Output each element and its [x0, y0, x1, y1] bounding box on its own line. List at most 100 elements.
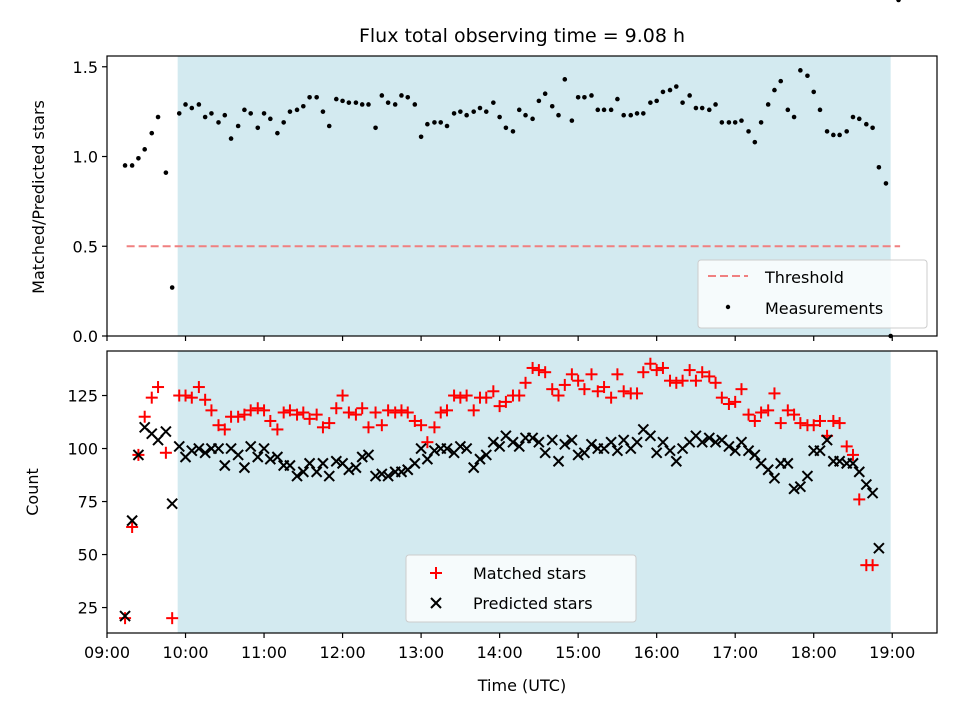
- matched-star-point: [369, 406, 382, 419]
- bottom-y-tick-label: 125: [67, 387, 98, 406]
- measurement-point: [301, 103, 306, 109]
- measurement-point: [706, 107, 712, 113]
- top-legend-box: [697, 259, 928, 329]
- matched-star-point: [415, 419, 428, 432]
- predicted-star-point: [749, 449, 761, 461]
- bottom-y-axis-label: Count: [23, 468, 42, 516]
- measurement-point: [556, 112, 561, 118]
- measurement-point: [385, 100, 391, 105]
- predicted-star-point: [244, 440, 257, 453]
- measurement-point: [824, 129, 830, 134]
- measurement-point: [340, 98, 345, 104]
- matched-star-point: [480, 391, 493, 404]
- matched-star-point: [656, 361, 669, 374]
- matched-star-point: [833, 417, 846, 430]
- matched-star-point: [689, 374, 702, 387]
- predicted-star-point: [441, 442, 453, 455]
- top-plot-frame: [106, 55, 938, 337]
- measurement-point: [222, 112, 228, 118]
- measurement-point: [392, 102, 398, 107]
- measurement-point: [471, 109, 477, 114]
- predicted-star-point: [814, 444, 826, 457]
- matched-star-point: [119, 612, 132, 625]
- predicted-star-point: [873, 542, 885, 554]
- bottom-x-tick-label: 15:00: [555, 643, 601, 662]
- matched-star-point: [205, 404, 218, 417]
- predicted-star-point: [415, 442, 427, 455]
- matched-star-point: [467, 404, 480, 417]
- measurement-point: [497, 114, 502, 120]
- matched-star-point: [703, 370, 716, 383]
- matched-star-point: [192, 381, 205, 394]
- predicted-star-point: [860, 478, 873, 491]
- bottom-y-tick-label: 50: [78, 546, 98, 565]
- matched-star-point: [696, 366, 709, 379]
- predicted-star-point: [323, 470, 335, 482]
- predicted-star-point: [350, 461, 362, 474]
- measurement-point: [155, 114, 161, 120]
- measurement-point: [275, 130, 280, 136]
- top-y-tick-label: 0.5: [73, 237, 98, 256]
- measurement-point: [562, 77, 568, 82]
- matched-star-point: [199, 393, 212, 406]
- measurement-point: [876, 164, 882, 170]
- bottom-x-tick-label: 17:00: [712, 643, 758, 662]
- matched-star-point: [853, 493, 866, 506]
- predicted-star-point: [762, 464, 774, 476]
- matched-star-point: [441, 404, 454, 417]
- measurement-point: [425, 121, 430, 127]
- predicted-star-point: [356, 451, 368, 463]
- predicted-star-point: [650, 447, 663, 459]
- predicted-star-point: [330, 455, 342, 467]
- measurement-point: [732, 120, 738, 125]
- matched-star-point: [460, 389, 473, 402]
- measurement-point: [837, 132, 842, 138]
- measurement-point: [287, 109, 293, 114]
- matched-star-point: [152, 381, 165, 394]
- measurement-point: [320, 109, 326, 114]
- measurement-point: [883, 181, 889, 186]
- predicted-star-point: [533, 436, 545, 448]
- matched-star-point: [283, 404, 296, 417]
- predicted-star-point: [252, 451, 264, 463]
- bottom-y-axis: 25 50 75 100 125: [67, 387, 107, 618]
- predicted-star-point: [468, 461, 480, 474]
- predicted-star-point: [173, 440, 185, 453]
- matched-star-point: [258, 404, 271, 417]
- measurement-point: [503, 125, 509, 131]
- predicted-star-point: [199, 447, 211, 459]
- measurement-point: [648, 100, 653, 105]
- measurement-point: [713, 102, 718, 107]
- measurement-point: [817, 107, 823, 113]
- matched-star-point: [676, 374, 689, 387]
- measurement-point: [575, 94, 581, 100]
- matched-star-point: [526, 361, 539, 374]
- measurement-point: [510, 129, 516, 134]
- predicted-star-point: [559, 438, 571, 451]
- bottom-legend: Matched stars Predicted stars: [405, 554, 637, 623]
- matched-star-point: [755, 406, 768, 419]
- predicted-star-point: [369, 470, 382, 482]
- measurement-point: [418, 134, 424, 140]
- matched-star-point: [813, 414, 826, 427]
- measurement-point: [346, 100, 352, 105]
- matched-star-point: [565, 368, 578, 381]
- measurement-point: [458, 109, 463, 114]
- predicted-legend-swatch: [430, 597, 442, 609]
- matched-star-point: [375, 419, 388, 432]
- chart-title: Flux total observing time = 9.08 h: [359, 25, 685, 47]
- measurement-point: [660, 89, 666, 95]
- measurement-point: [778, 78, 784, 84]
- predicted-star-point: [258, 442, 270, 455]
- top-y-axis: 0.0 0.5 1.0 1.5: [73, 58, 107, 346]
- measurement-point: [209, 111, 214, 116]
- measurement-point: [169, 285, 175, 290]
- predicted-star-point: [631, 436, 643, 448]
- matched-star-point: [382, 404, 395, 417]
- matched-star-point: [362, 421, 375, 434]
- measurement-point: [176, 111, 182, 116]
- measurement-point: [129, 163, 135, 168]
- measurement-point: [856, 116, 862, 122]
- matched-star-point: [715, 391, 728, 404]
- matched-star-point: [742, 408, 755, 421]
